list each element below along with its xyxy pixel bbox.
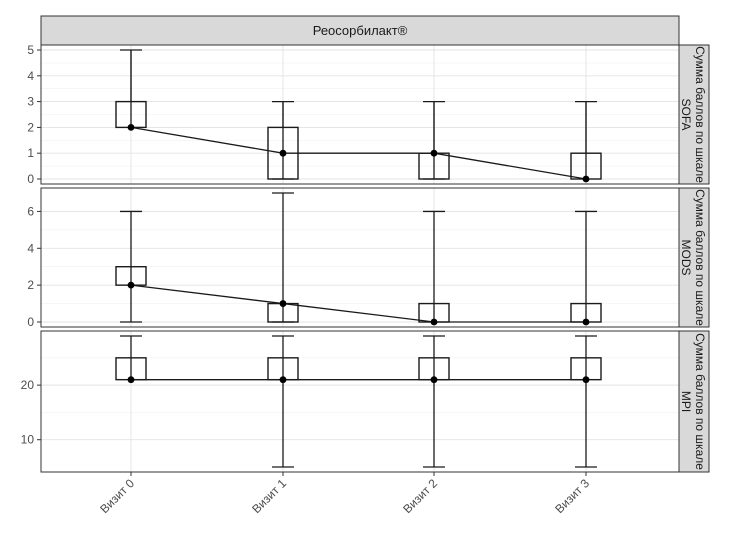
median-point-4 [582,318,590,326]
panel-strip-label: Сумма баллов по шкалеMPI [679,333,707,470]
y-tick-label: 0 [27,172,34,186]
y-tick-label: 10 [21,433,35,447]
panel-strip-text-group: Сумма баллов по шкалеMODS [679,189,707,326]
median-line [130,126,587,180]
panel-2: 0 2 4 6 Сумма баллов по шкалеMODS [27,187,710,329]
y-tick-label: 3 [27,95,34,109]
median-point-3 [430,149,438,157]
panel-strip-text-group: Сумма баллов по шкалеSOFA [679,46,707,183]
panel-strip [678,44,710,185]
median-line [130,284,586,323]
panel-strip-label: Сумма баллов по шкалеSOFA [679,46,707,183]
x-tick-label: Визит 0 [97,476,137,516]
median-point-1 [127,281,135,289]
y-tick-label: 4 [27,69,34,83]
x-tick-label: Визит 1 [249,476,289,516]
panel-1: 0 1 2 3 4 5 Сумма баллов по шкалеSOFA [27,43,710,186]
panel-strip-text-group: Сумма баллов по шкалеMPI [679,333,707,470]
y-tick-label: 1 [27,146,34,160]
y-tick-label: 2 [27,278,34,292]
panel-background [41,188,679,327]
median-point-1 [127,376,135,384]
facet-strip-background [40,15,680,46]
median-point-4 [582,175,590,183]
y-tick-label: 2 [27,120,34,134]
median-point-3 [430,376,438,384]
median-point-4 [582,376,590,384]
panel-background [41,331,679,472]
x-tick-label: Визит 3 [552,476,592,516]
y-tick-label: 20 [21,378,35,392]
median-point-2 [279,149,287,157]
panel-strip [678,187,710,328]
y-tick-label: 4 [27,241,34,255]
median-point-1 [127,124,135,131]
y-tick-label: 5 [27,43,34,57]
facet-title: Реосорбилакт® [313,23,408,38]
facet-strip: Реосорбилакт® [40,15,680,46]
x-axis: Визит 0 Визит 1 Визит 2 Визит 3 [97,472,592,516]
median-point-3 [430,318,438,326]
panel-strip [678,330,710,473]
median-point-2 [279,300,287,307]
panels-group: 0 1 2 3 4 5 Сумма баллов по шкалеSOFA 0 2 4 6 Сумма… [21,43,710,473]
panel-strip-label: Сумма баллов по шкалеMODS [679,189,707,326]
panel-3: 10 20 Сумма баллов по шкалеMPI [21,330,710,473]
y-tick-label: 0 [27,315,34,329]
x-tick-label: Визит 2 [400,476,440,516]
median-point-2 [279,376,287,384]
y-tick-label: 6 [27,204,34,218]
